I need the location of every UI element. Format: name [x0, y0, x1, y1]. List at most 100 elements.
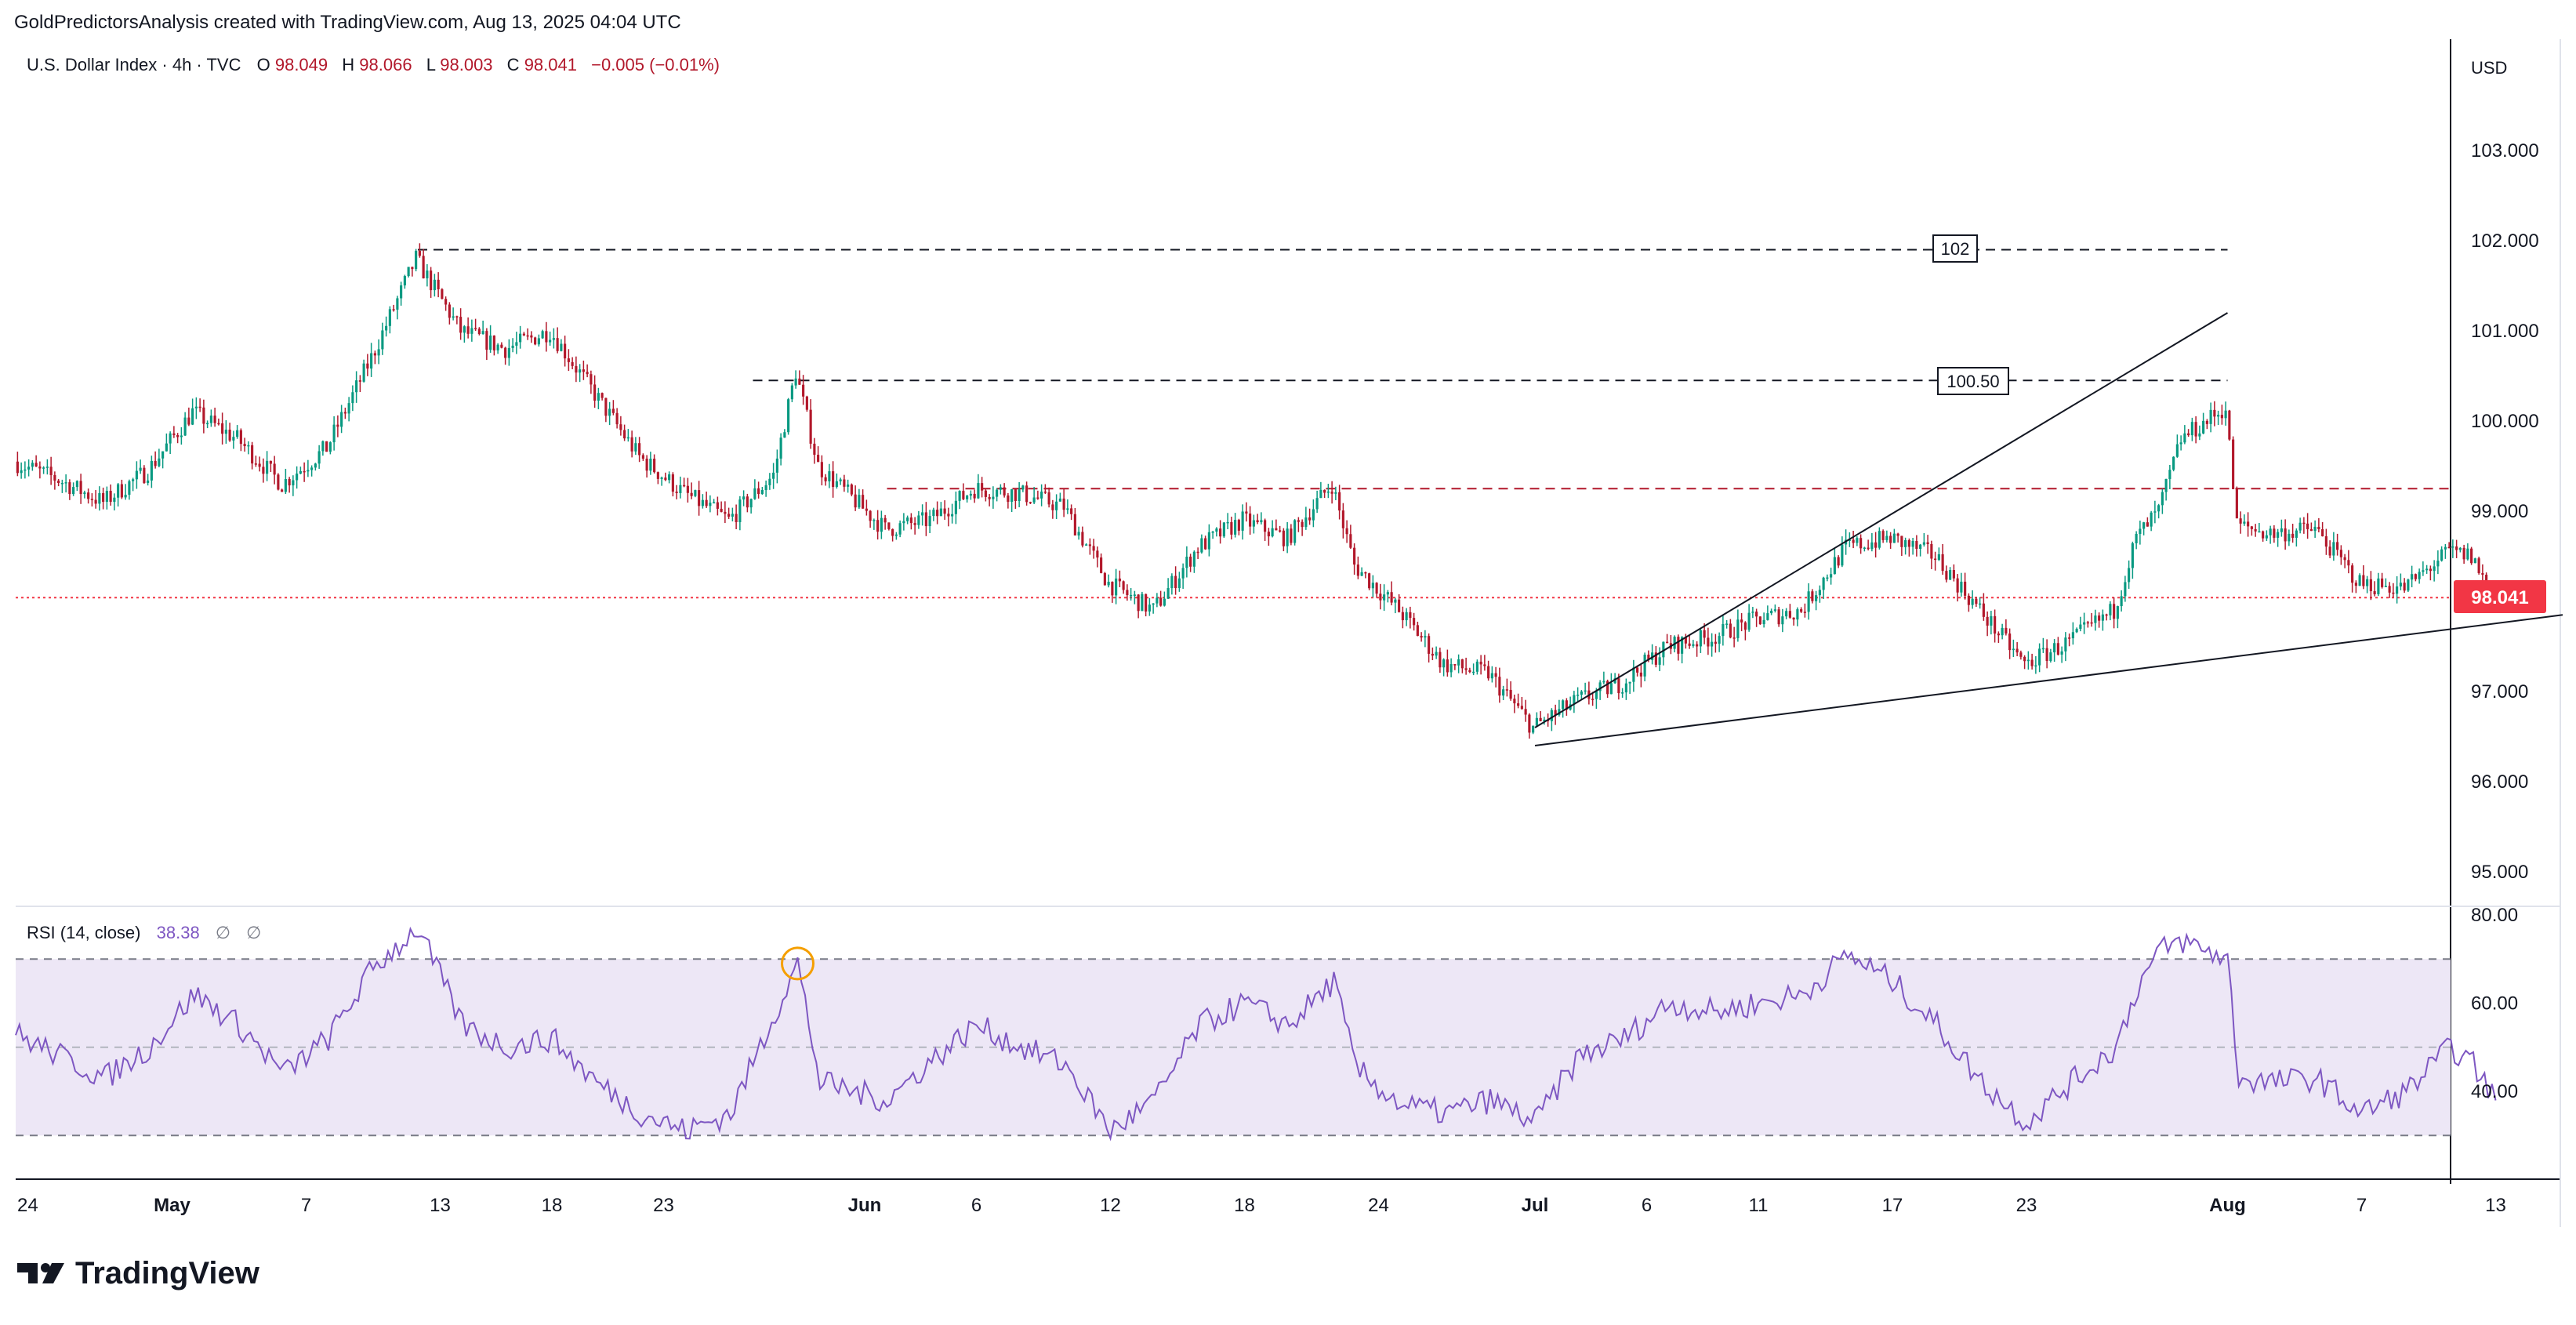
candle-body: [1010, 489, 1014, 503]
candle: [898, 520, 902, 538]
candle: [1457, 654, 1460, 673]
candle: [1892, 528, 1896, 543]
candle: [1453, 663, 1457, 670]
candle-body: [2354, 583, 2357, 586]
label-102[interactable]: 102: [1932, 234, 1978, 263]
candle-body: [2366, 579, 2369, 586]
candle: [2411, 565, 2414, 588]
candle-body: [883, 517, 887, 523]
trendlines-layer[interactable]: [1534, 312, 2563, 746]
trendline[interactable]: [1534, 312, 2229, 728]
candle-body: [1617, 678, 1620, 694]
candle: [321, 440, 325, 456]
candle: [1356, 556, 1359, 579]
candle-body: [973, 493, 976, 499]
label-100-50[interactable]: 100.50: [1937, 367, 2009, 395]
candle: [1141, 591, 1144, 612]
candle-body: [966, 496, 969, 499]
candle: [198, 398, 201, 412]
candle-body: [898, 523, 902, 535]
candle: [1245, 502, 1248, 522]
candle-body: [1055, 501, 1058, 510]
candle-body: [794, 378, 797, 386]
candle-body: [2433, 566, 2436, 572]
candle: [951, 503, 954, 524]
time-tick-label: 13: [430, 1195, 451, 1216]
candle: [2396, 576, 2399, 604]
candle: [1766, 605, 1769, 621]
candle-body: [2198, 433, 2201, 437]
tradingview-logo[interactable]: TradingView: [17, 1256, 260, 1291]
candle: [254, 456, 257, 467]
candle-body: [161, 451, 165, 459]
time-axis[interactable]: 24May7131823Jun6121824Jul6111723Aug71319…: [17, 1195, 2576, 1216]
candle-body: [251, 445, 254, 464]
candle-body: [1103, 572, 1106, 586]
candle: [1904, 537, 1907, 555]
trendline[interactable]: [1534, 614, 2563, 746]
candle-body: [2336, 542, 2339, 550]
candle: [2015, 642, 2019, 657]
candle-body: [481, 331, 484, 335]
candle: [2124, 575, 2127, 602]
candle-body: [1297, 520, 1300, 522]
candle: [701, 494, 704, 509]
candle: [1282, 528, 1285, 552]
candle-body: [2273, 528, 2276, 538]
candle: [1115, 568, 1118, 604]
candle-body: [198, 406, 201, 408]
time-tick-label: 23: [653, 1195, 674, 1216]
candle: [787, 398, 790, 435]
candle: [746, 493, 749, 513]
candle-body: [917, 515, 920, 525]
candle: [2354, 580, 2357, 594]
candle: [396, 296, 399, 320]
candle-body: [764, 485, 767, 490]
candle-body: [2295, 530, 2298, 538]
candle-body: [522, 333, 525, 336]
candle-body: [422, 256, 425, 279]
rsi-axis[interactable]: 80.00 60.00 40.00: [2471, 905, 2518, 1102]
candle: [1211, 531, 1214, 539]
candle: [180, 427, 183, 445]
candle: [2045, 639, 2048, 669]
candle-body: [2481, 572, 2484, 575]
candle-body: [2034, 665, 2037, 667]
candle-body: [430, 270, 433, 291]
candle-body: [1163, 598, 1166, 606]
candle-body: [1967, 595, 1970, 605]
candle: [221, 412, 224, 445]
candle-body: [377, 349, 380, 356]
rsi-highlight-circle[interactable]: [781, 946, 815, 981]
price-axis[interactable]: USD 103.000 102.000 101.000 100.000 99.000 97…: [2454, 58, 2546, 883]
candle: [2038, 643, 2041, 673]
candle-body: [615, 412, 619, 425]
candle: [1807, 583, 1810, 620]
candle: [783, 429, 786, 438]
candle-body: [1371, 583, 1374, 589]
candle-body: [753, 488, 756, 499]
rsi-line: [15, 926, 2497, 1142]
candle-body: [2396, 586, 2399, 594]
candle-body: [307, 470, 310, 472]
candle-body: [1058, 498, 1061, 502]
candle-body: [209, 416, 212, 423]
candle: [1837, 555, 1840, 568]
candle-body: [1997, 633, 2000, 636]
candle: [638, 437, 641, 463]
candle-body: [426, 270, 429, 279]
candle: [258, 456, 261, 472]
candle-body: [664, 477, 667, 481]
candle: [1758, 616, 1761, 625]
candle: [2019, 650, 2023, 660]
candle: [716, 496, 719, 516]
candle-body: [444, 299, 448, 305]
candle-body: [1800, 609, 1803, 612]
candle-body: [1021, 485, 1025, 490]
candle: [541, 329, 544, 339]
candle-body: [981, 483, 984, 491]
candle: [1639, 664, 1642, 688]
candle: [1792, 617, 1795, 626]
candle: [698, 481, 701, 516]
